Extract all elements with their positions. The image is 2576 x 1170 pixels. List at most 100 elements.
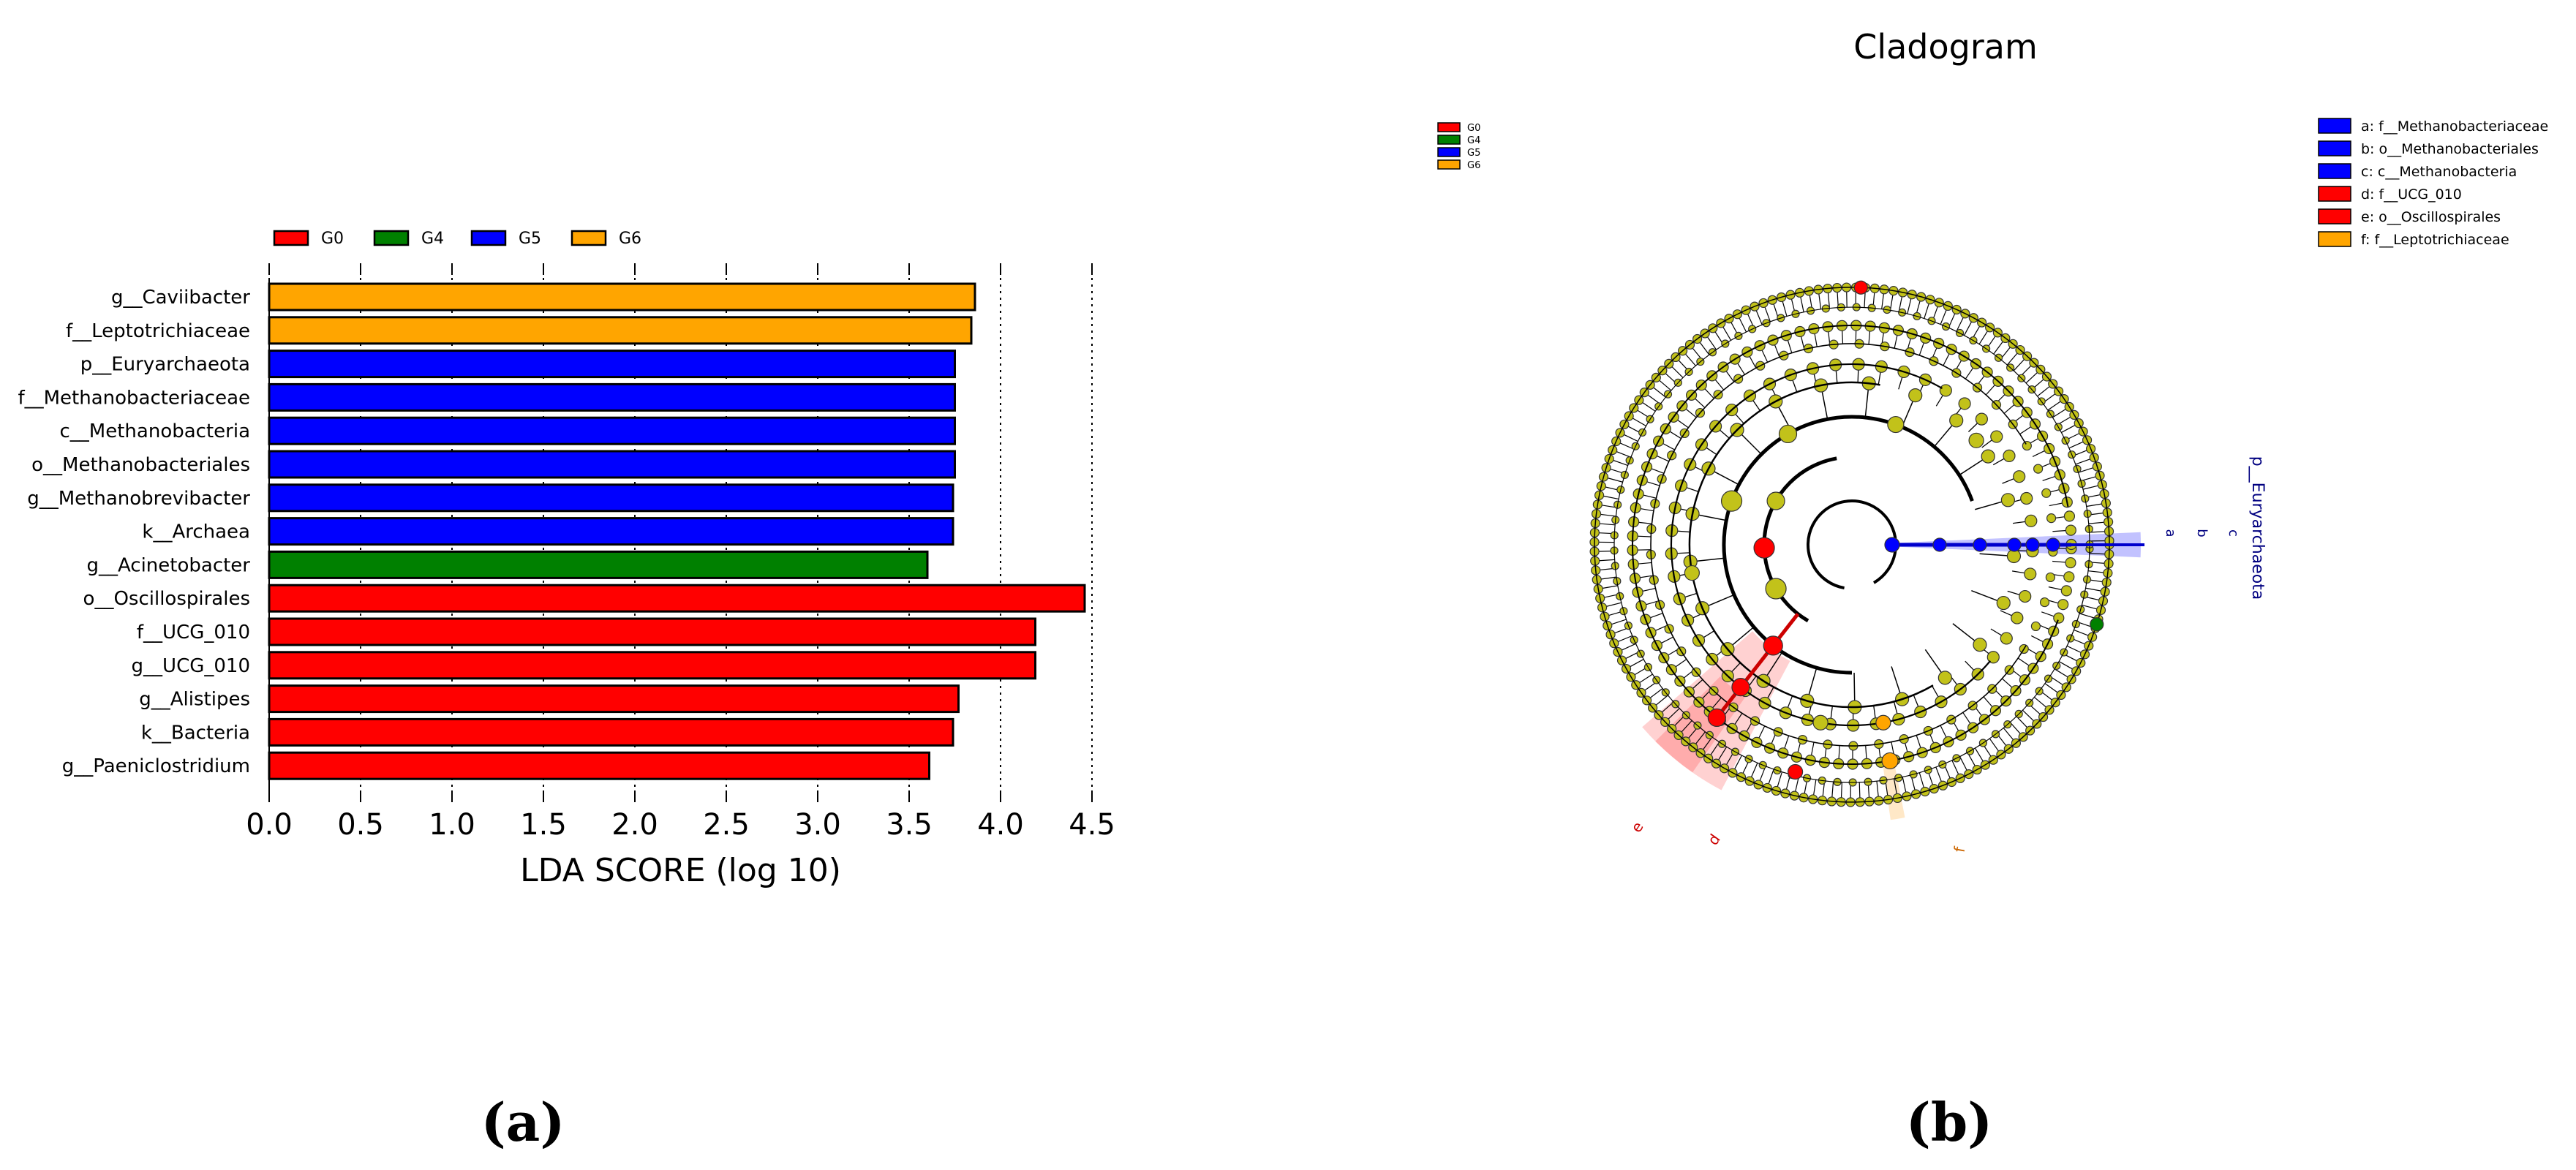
tree-node — [1731, 678, 1750, 697]
x-tick-label: 1.0 — [429, 808, 475, 842]
taxa-legend-label: c: c__Methanobacteria — [2361, 164, 2517, 180]
bar — [268, 550, 929, 579]
taxa-legend-swatch — [2318, 118, 2351, 134]
taxa-legend-label: e: o__Oscillospirales — [2361, 209, 2501, 225]
category-label: c__Methanobacteria — [60, 420, 250, 442]
tree-arc — [1594, 287, 2110, 803]
group-legend-swatch — [1437, 135, 1461, 145]
bar — [268, 382, 956, 412]
x-tick-label: 3.5 — [886, 808, 933, 842]
tree-node — [2053, 612, 2065, 624]
x-tick-label: 0.5 — [337, 808, 384, 842]
tree-node — [1975, 412, 1988, 426]
tree-node — [1765, 578, 1787, 600]
category-label: g__UCG_010 — [132, 655, 250, 677]
tree-node — [1684, 565, 1700, 581]
highlight-sector — [1882, 760, 1905, 820]
taxa-legend-label: b: o__Methanobacteriales — [2361, 141, 2539, 157]
taxa-legend-label: a: f__Methanobacteriaceae — [2361, 118, 2548, 135]
legend-swatch — [570, 230, 607, 246]
tree-node — [2007, 537, 2022, 552]
tree-node — [2003, 449, 2016, 462]
group-legend-label: G5 — [1467, 148, 1480, 159]
tree-arc — [1650, 343, 2027, 747]
sector-label: b — [2194, 529, 2210, 537]
tree-node — [2065, 556, 2076, 569]
tree-node — [1812, 714, 1829, 731]
panel-label-b: (b) — [1906, 1091, 1992, 1153]
category-label: o__Methanobacteriales — [31, 454, 250, 476]
tree-node — [1766, 491, 1785, 510]
bar — [268, 717, 954, 747]
lda-x-axis-label: LDA SCORE (log 10) — [520, 852, 841, 889]
sector-label: d — [1704, 831, 1724, 848]
tree-node — [2000, 632, 2013, 645]
bar — [268, 483, 954, 513]
tree-node — [2000, 493, 2016, 507]
legend-swatch — [273, 230, 309, 246]
tree-node — [2013, 470, 2026, 483]
category-label: g__Alistipes — [139, 689, 250, 711]
group-legend-swatch — [1437, 159, 1461, 170]
category-label: f__Methanobacteriaceae — [18, 387, 250, 409]
category-label: g__Paeniclostridium — [62, 755, 250, 777]
taxa-legend-swatch — [2318, 140, 2351, 156]
legend-label: G0 — [321, 230, 344, 248]
bar — [268, 684, 960, 714]
tree-node — [2019, 589, 2032, 603]
tree-node — [2020, 491, 2033, 505]
tree-node — [2030, 621, 2041, 632]
taxa-legend-label: d: f__UCG_010 — [2361, 186, 2462, 203]
tree-node — [1932, 537, 1947, 552]
tree-node — [2060, 585, 2072, 597]
category-label: o__Oscillospirales — [83, 588, 250, 610]
group-legend-label: G4 — [1467, 135, 1480, 146]
legend-label: G5 — [519, 230, 541, 248]
tree-branch — [1715, 613, 1800, 719]
x-tick-label: 2.0 — [611, 808, 658, 842]
tree-arc — [1632, 325, 2069, 765]
bar — [268, 282, 976, 312]
bar — [268, 517, 954, 546]
sector-label: a — [2163, 529, 2178, 537]
tree-node — [1875, 714, 1891, 731]
tree-node — [2046, 513, 2057, 524]
sector-label: e — [1627, 818, 1647, 836]
taxa-legend-swatch — [2318, 231, 2351, 247]
tree-node — [1990, 430, 2003, 443]
category-label: f__UCG_010 — [137, 622, 250, 644]
legend-label: G4 — [421, 230, 444, 248]
tree-node — [1881, 752, 1899, 770]
x-tick-label: 4.5 — [1069, 808, 1115, 842]
x-tick-label: 2.5 — [703, 808, 750, 842]
tree-node — [1973, 638, 1987, 652]
tree-node — [1986, 651, 2000, 664]
tree-node — [2045, 572, 2055, 583]
lda-bars — [268, 282, 1086, 780]
tree-node — [1787, 763, 1804, 780]
tree-node — [1887, 415, 1905, 434]
tree-node — [1958, 397, 1971, 410]
tree-node — [2039, 597, 2050, 608]
tree-node — [1996, 595, 2011, 611]
cladogram-taxa-legend: a: f__Methanobacteriaceae b: o__Methanoba… — [2318, 118, 2548, 248]
sector-label: f — [1951, 845, 1969, 853]
tree-node — [2033, 464, 2044, 474]
tree-node — [1949, 413, 1964, 428]
lda-x-axis: 0.0 0.5 1.0 1.5 2.0 2.5 3.0 3.5 4.0 4.5 — [246, 278, 1115, 842]
tree-node — [2046, 537, 2060, 552]
lda-bar-chart: G0 G4 G5 G6 g__Caviibacter f__Leptotrichiace… — [18, 230, 1115, 889]
tree-node — [1908, 388, 1923, 403]
tree-node — [1763, 635, 1783, 656]
sector-label: p__Euryarchaeota — [2248, 456, 2267, 600]
tree-arc — [1613, 306, 2090, 783]
tree-arc — [1807, 499, 1897, 590]
tree-node — [2057, 599, 2069, 611]
tree-node — [2041, 488, 2052, 498]
legend-swatch — [373, 230, 410, 246]
taxa-legend-swatch — [2318, 186, 2351, 202]
x-tick-label: 1.5 — [520, 808, 567, 842]
tree-node — [1973, 537, 1987, 552]
